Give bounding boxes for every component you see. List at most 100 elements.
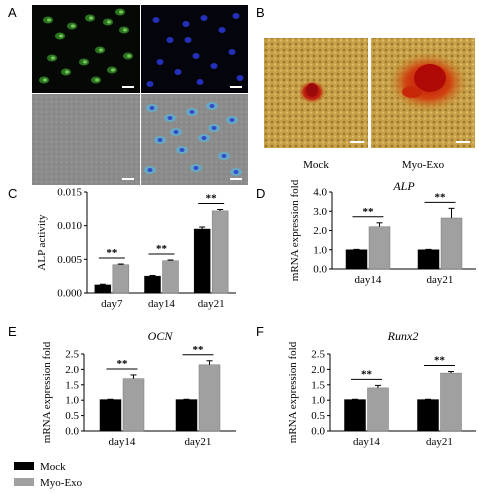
nucleus-spot [232,13,240,19]
nucleus-spot [182,21,190,27]
bar-mock [417,249,440,270]
legend-label-myo-exo: Myo-Exo [40,477,83,489]
cell-spot [89,16,93,20]
significance-label: ** [193,344,205,356]
y-tick-label: 1.5 [311,379,325,391]
significance-label: ** [434,355,446,367]
nucleus-spot [173,130,179,134]
cell-spot [59,34,63,38]
y-tick-label: 1.0 [311,395,325,407]
y-tick-label: 0.000 [57,288,82,300]
nucleus-spot [166,37,174,43]
nucleus-spot [228,49,236,55]
legend-swatch-mock [14,462,34,470]
scale-bar [122,178,134,180]
y-tick-label: 2.0 [65,364,79,376]
nucleus-spot [218,27,226,33]
bar-myo-exo [211,210,229,294]
y-tick-label: 1.0 [65,395,79,407]
panel-letter-e: E [8,324,17,339]
bar-myo-exo [367,387,389,432]
significance-label: ** [363,206,375,218]
y-tick-label: 1.0 [313,244,327,256]
scale-bar [456,141,470,143]
micrograph-brightfield [32,94,140,185]
panel-letter-f: F [256,324,264,339]
chart-title: Runx2 [387,329,419,343]
cell-spot [71,24,75,28]
nucleus-spot [147,168,153,172]
panel-letter-d: D [256,186,265,201]
cell-spot [99,48,103,52]
y-tick-label: 0.5 [65,410,79,422]
chart-runx2-mrna: 0.0 0.5 1.0 1.5 2.0 2.5 mRNA expression fold Ru… [287,329,476,448]
y-tick-label: 0.015 [57,187,82,199]
bar-mock [345,249,368,270]
nucleus-spot [193,166,199,170]
bar-myo-exo [368,226,391,270]
significance-label: ** [435,191,447,203]
nucleus-spot [229,118,235,122]
y-axis-label: mRNA expression fold [41,341,53,443]
cell-spot [47,18,51,22]
nucleus-spot [200,15,208,21]
chart-title: OCN [148,329,174,343]
significance-label: ** [361,368,373,380]
bar-mock [417,399,439,432]
bar-myo-exo [440,217,463,270]
chart-ocn-mrna: 0.0 0.5 1.0 1.5 2.0 2.5 mRNA expression fold OC… [41,329,236,448]
panel-letter-a: A [8,5,17,20]
cell-spot [83,60,87,64]
bar-mock [99,399,122,432]
mineral-nodule [306,83,318,97]
x-tick-label: day14 [355,274,382,286]
y-tick-label: 0.0 [311,426,325,438]
x-tick-label: day21 [427,274,454,286]
y-axis-label: ALP activity [36,214,48,271]
merge-cell-spots [144,102,242,176]
caption-mock: Mock [303,159,329,171]
blue-nuclei-spots [146,13,244,87]
y-tick-label: 1.5 [65,379,79,391]
cell-spot [51,56,55,60]
significance-label: ** [117,358,129,370]
nucleus-spot [210,63,218,69]
bar-mock [175,399,198,432]
chart-alp-mrna: 0.0 1.0 2.0 3.0 4.0 mRNA expression fold ALP **… [289,179,476,286]
nucleus-spot [196,79,204,85]
y-tick-label: 2.0 [311,364,325,376]
bar-myo-exo [440,372,462,432]
panel-letter-c: C [8,186,17,201]
x-tick-label: day7 [101,298,123,310]
nucleus-spot [189,110,195,114]
micrograph-grid-a [32,5,248,185]
scale-bar [230,86,242,88]
y-tick-label: 2.5 [311,349,325,361]
nucleus-spot [201,136,207,140]
cell-spot [111,68,115,72]
bar-mock [344,399,366,432]
x-tick-label: day21 [185,436,212,448]
y-tick-label: 2.5 [65,349,79,361]
y-tick-label: 0.005 [57,254,82,266]
bar-mock [193,228,211,294]
mineral-nodule [402,86,422,98]
x-tick-label: day14 [109,436,136,448]
bar-mock [94,284,112,294]
cell-spot [43,78,47,82]
y-tick-label: 3.0 [313,206,327,218]
chart-alp-activity: 0.000 0.005 0.010 0.015 ALP activity ** day7 **… [36,187,236,310]
y-axis-label: mRNA expression fold [287,341,299,443]
cell-spot [95,78,99,82]
nucleus-spot [236,75,244,81]
bar-myo-exo [122,378,145,432]
x-tick-label: day21 [426,436,453,448]
mineral-nodule [414,64,446,92]
nucleus-spot [149,106,155,110]
nucleus-spot [152,17,160,23]
y-axis-label: mRNA expression fold [289,179,301,281]
x-tick-label: day14 [353,436,380,448]
bar-myo-exo [162,260,179,294]
cell-spot [65,70,69,74]
significance-label: ** [206,193,218,205]
